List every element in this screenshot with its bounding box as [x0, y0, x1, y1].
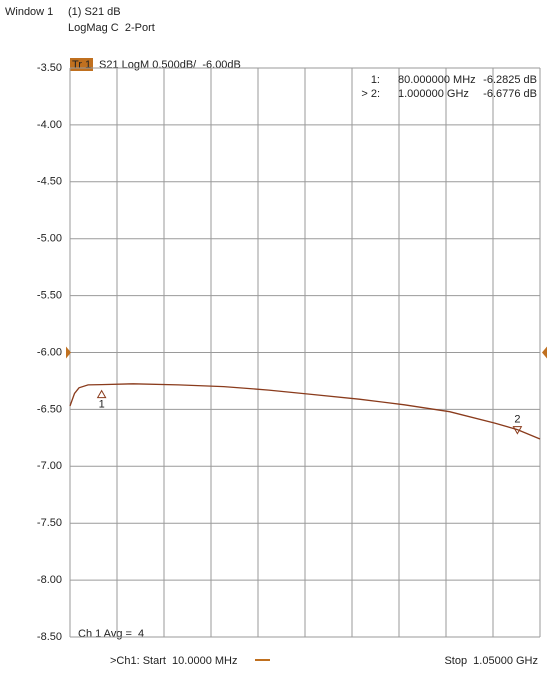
readout-id: 1: [371, 74, 380, 86]
y-tick-label: -8.50 [37, 631, 62, 643]
trace-tag: Tr 1 [72, 59, 91, 71]
readout-id: > 2: [361, 88, 380, 100]
y-tick-label: -7.00 [37, 460, 62, 472]
stop-label: Stop 1.05000 GHz [444, 655, 538, 667]
marker-triangle [512, 426, 523, 435]
readout-x: 80.000000 MHz [398, 74, 476, 86]
trace [69, 383, 541, 440]
averaging-label: Ch 1 Avg = 4 [78, 628, 144, 640]
trace-title: (1) S21 dB [68, 6, 121, 18]
marker-label: 1 [99, 399, 105, 411]
marker-label: 2 [514, 414, 520, 426]
y-tick-label: -3.50 [37, 62, 62, 74]
y-tick-label: -6.00 [37, 346, 62, 358]
reference-arrow-left [66, 346, 71, 359]
y-tick-label: -7.50 [37, 517, 62, 529]
y-tick-label: -5.50 [37, 290, 62, 302]
y-tick-label: -6.50 [37, 403, 62, 415]
readout-x: 1.000000 GHz [398, 88, 469, 100]
y-tick-label: -4.50 [37, 176, 62, 188]
readout-y: -6.2825 dB [483, 74, 537, 86]
y-tick-label: -5.00 [37, 233, 62, 245]
y-tick-label: -4.00 [37, 119, 62, 131]
marker-triangle [96, 389, 107, 399]
readout-y: -6.6776 dB [483, 88, 537, 100]
reference-arrow-right [542, 346, 547, 359]
scale-label: S21 LogM 0.500dB/ -6.00dB [99, 59, 241, 71]
start-label: >Ch1: Start 10.0000 MHz [110, 655, 237, 667]
window-label: Window 1 [5, 6, 53, 18]
y-tick-label: -8.00 [37, 574, 62, 586]
format-label: LogMag C 2-Port [68, 22, 155, 34]
